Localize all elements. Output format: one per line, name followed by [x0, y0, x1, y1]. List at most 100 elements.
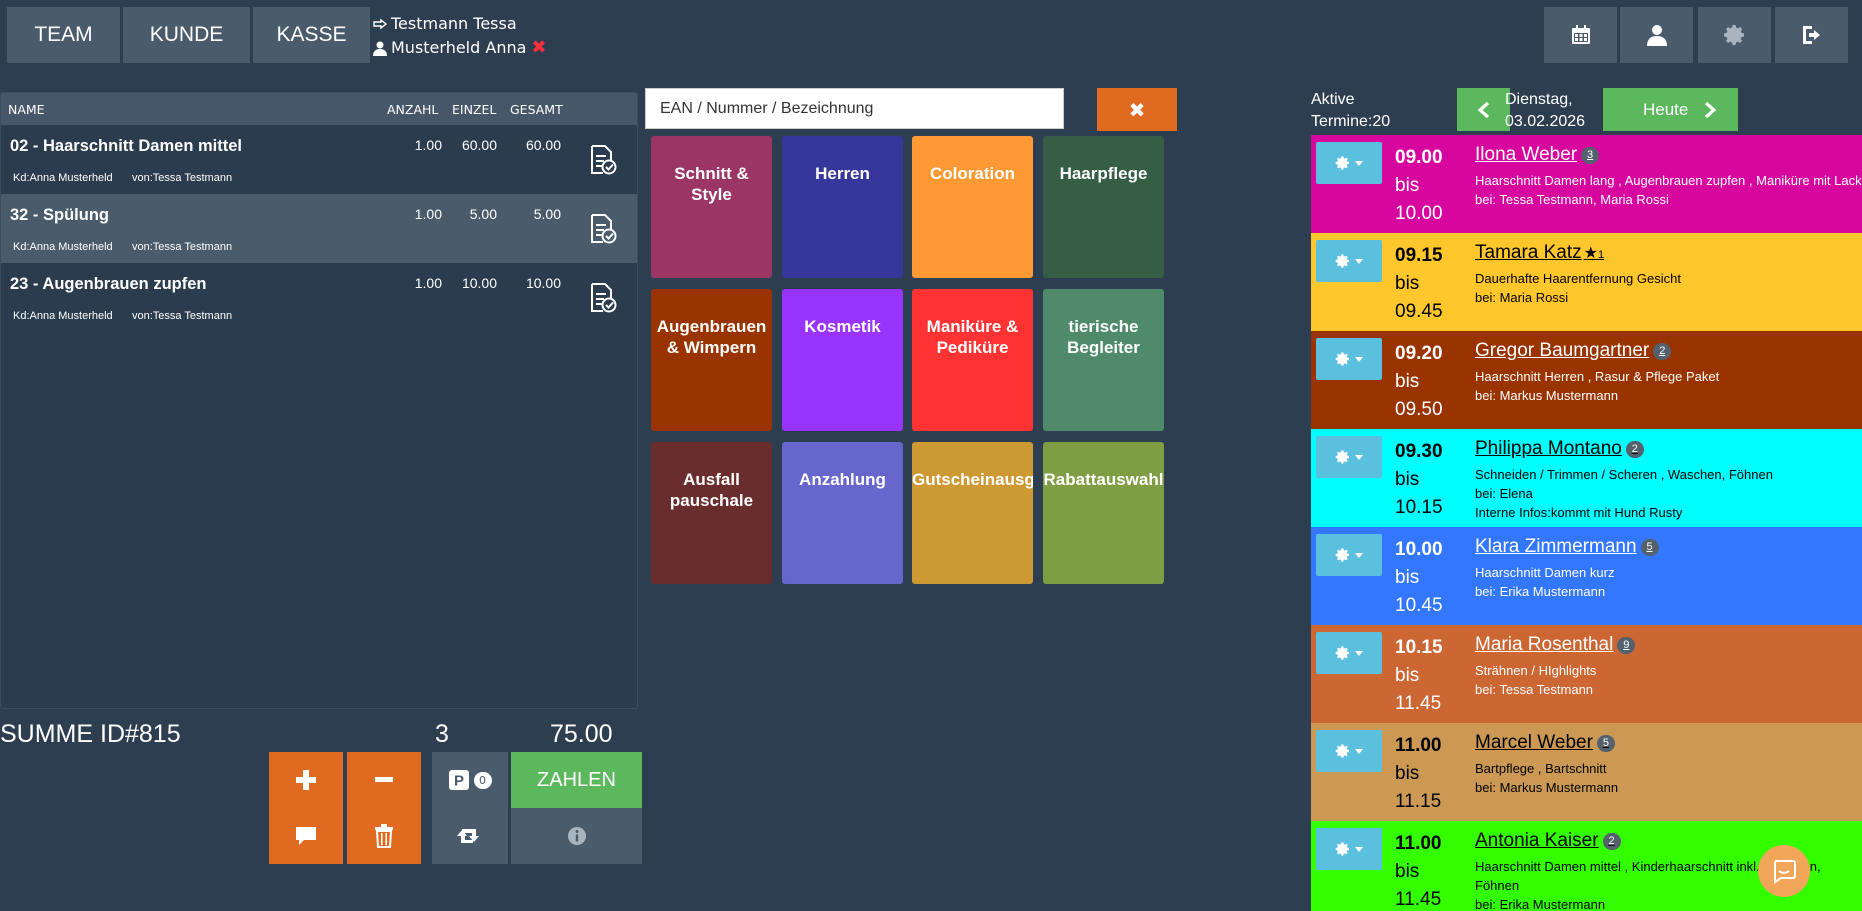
caret-down-icon: [1355, 553, 1363, 558]
remove-customer-icon[interactable]: ✖: [531, 37, 546, 58]
appointment-card[interactable]: 10.00 bis 10.45 Klara Zimmermann 5 Haarschnit…: [1311, 527, 1862, 625]
appointment-card[interactable]: 09.15 bis 09.45 Tamara Katz ★1 Dauerhafte Haa…: [1311, 233, 1862, 331]
category-tile[interactable]: Gutscheinausgabe: [912, 442, 1033, 584]
category-tile[interactable]: tierische Begleiter: [1043, 289, 1164, 431]
customer-link[interactable]: Tamara Katz ★1: [1475, 242, 1604, 264]
user-icon: [1645, 23, 1669, 47]
star-count: 1: [1598, 249, 1604, 261]
chat-button[interactable]: [1758, 845, 1810, 897]
appointment-card[interactable]: 09.00 bis 10.00 Ilona Weber 3 Haarschnitt Dam…: [1311, 135, 1862, 233]
receipt-row[interactable]: 23 - Augenbrauen zupfen 1.00 10.00 10.00 Kd:…: [1, 263, 637, 332]
comment-button[interactable]: [269, 808, 343, 864]
appointment-options-button[interactable]: [1316, 632, 1382, 674]
close-icon: ✖: [1129, 98, 1146, 122]
calendar-button[interactable]: [1544, 7, 1617, 63]
category-tile[interactable]: Maniküre & Pediküre: [912, 289, 1033, 431]
receipt-row[interactable]: 02 - Haarschnitt Damen mittel 1.00 60.00 60…: [1, 125, 637, 194]
appointment-options-button[interactable]: [1316, 338, 1382, 380]
visit-count-badge: 2: [1626, 441, 1644, 458]
info-button[interactable]: [511, 808, 642, 864]
appointment-card[interactable]: 11.00 bis 11.15 Marcel Weber 5 Bartpflege , B…: [1311, 723, 1862, 821]
settings-button[interactable]: [1698, 7, 1771, 63]
category-tile[interactable]: Anzahlung: [782, 442, 903, 584]
search-input[interactable]: [645, 88, 1064, 129]
gear-icon: [1723, 23, 1747, 47]
visit-count-badge: 9: [1617, 637, 1635, 654]
category-tile[interactable]: Augenbrauen & Wimpern: [651, 289, 772, 431]
appointment-card[interactable]: 10.15 bis 11.45 Maria Rosenthal 9 Strähnen / …: [1311, 625, 1862, 723]
appointment-times: 11.00 bis 11.15: [1395, 732, 1442, 816]
category-tile[interactable]: Ausfall pauschale: [651, 442, 772, 584]
plus-button[interactable]: [269, 752, 343, 808]
user-button[interactable]: [1620, 7, 1693, 63]
customer-link[interactable]: Gregor Baumgartner 2: [1475, 340, 1671, 362]
receipt-row[interactable]: 32 - Spülung 1.00 5.00 5.00 Kd:Anna Musterhe…: [1, 194, 637, 263]
customer-name: Gregor Baumgartner: [1475, 340, 1649, 362]
appointment-card[interactable]: 09.30 bis 10.15 Philippa Montano 2 Schneiden …: [1311, 429, 1862, 527]
appointment-options-button[interactable]: [1316, 730, 1382, 772]
edit-document-icon[interactable]: [589, 145, 617, 175]
item-customer: Kd:Anna Musterheld: [13, 310, 113, 322]
nav-kunde-button[interactable]: KUNDE: [123, 7, 250, 63]
category-tile[interactable]: Schnitt & Style: [651, 136, 772, 278]
appointment-services: Bartpflege , Bartschnitt: [1475, 761, 1607, 776]
gear-icon: [1335, 351, 1351, 367]
transfer-button[interactable]: [432, 808, 508, 864]
start-time: 09.30: [1395, 438, 1443, 466]
category-tile[interactable]: Kosmetik: [782, 289, 903, 431]
col-einzel: EINZEL: [452, 102, 496, 117]
customer-link[interactable]: Marcel Weber 5: [1475, 732, 1615, 754]
aktive-text: Aktive: [1311, 89, 1390, 111]
clear-search-button[interactable]: ✖: [1097, 88, 1177, 131]
previous-day-button[interactable]: [1457, 88, 1510, 131]
item-title: 23 - Augenbrauen zupfen: [10, 275, 207, 294]
date-label: 03.02.2026: [1505, 111, 1585, 133]
bis-label: bis: [1395, 662, 1443, 690]
chevron-right-icon[interactable]: [1704, 102, 1716, 118]
category-tile[interactable]: Rabattauswahl: [1043, 442, 1164, 584]
customer-link[interactable]: Antonia Kaiser 2: [1475, 830, 1621, 852]
visit-count-badge: 3: [1581, 147, 1599, 164]
item-anzahl: 1.00: [382, 206, 442, 222]
bis-label: bis: [1395, 270, 1443, 298]
minus-button[interactable]: [347, 752, 421, 808]
category-tile[interactable]: Haarpflege: [1043, 136, 1164, 278]
item-gesamt: 10.00: [501, 275, 561, 291]
logout-button[interactable]: [1775, 7, 1848, 63]
today-button[interactable]: Heute: [1603, 88, 1738, 131]
nav-team-button[interactable]: TEAM: [7, 7, 120, 63]
appointment-card[interactable]: 09.20 bis 09.50 Gregor Baumgartner 2 Haarschn…: [1311, 331, 1862, 429]
appointment-times: 10.15 bis 11.45: [1395, 634, 1443, 718]
appointment-options-button[interactable]: [1316, 240, 1382, 282]
customer-link[interactable]: Maria Rosenthal 9: [1475, 634, 1635, 656]
edit-document-icon[interactable]: [589, 283, 617, 313]
appointment-options-button[interactable]: [1316, 534, 1382, 576]
category-tile[interactable]: Coloration: [912, 136, 1033, 278]
col-anzahl: ANZAHL: [387, 102, 438, 117]
pay-button[interactable]: ZAHLEN: [511, 752, 642, 808]
customer-name: Musterheld Anna: [391, 38, 526, 57]
appointment-options-button[interactable]: [1316, 828, 1382, 870]
customer-link[interactable]: Philippa Montano 2: [1475, 438, 1644, 460]
today-label: Heute: [1643, 100, 1688, 120]
park-button[interactable]: P 0: [432, 752, 508, 808]
nav-kasse-button[interactable]: KASSE: [253, 7, 370, 63]
customer-link[interactable]: Ilona Weber 3: [1475, 144, 1599, 166]
item-employee: von:Tessa Testmann: [132, 310, 232, 322]
appointment-options-button[interactable]: [1316, 142, 1382, 184]
sum-total: 75.00: [550, 720, 613, 749]
gear-icon: [1335, 841, 1351, 857]
category-tile[interactable]: Herren: [782, 136, 903, 278]
star-glyph: ★: [1584, 245, 1598, 262]
customer-name: Philippa Montano: [1475, 438, 1622, 460]
appointment-options-button[interactable]: [1316, 436, 1382, 478]
edit-document-icon[interactable]: [589, 214, 617, 244]
parking-icon: P: [449, 770, 469, 790]
customer-link[interactable]: Klara Zimmermann 5: [1475, 536, 1659, 558]
appointment-services-cont: Föhnen: [1475, 878, 1519, 893]
col-gesamt: GESAMT: [510, 102, 563, 117]
item-title: 02 - Haarschnitt Damen mittel: [10, 137, 242, 156]
delete-button[interactable]: [347, 808, 421, 864]
item-employee: von:Tessa Testmann: [132, 172, 232, 184]
appointment-staff: bei: Markus Mustermann: [1475, 780, 1618, 795]
